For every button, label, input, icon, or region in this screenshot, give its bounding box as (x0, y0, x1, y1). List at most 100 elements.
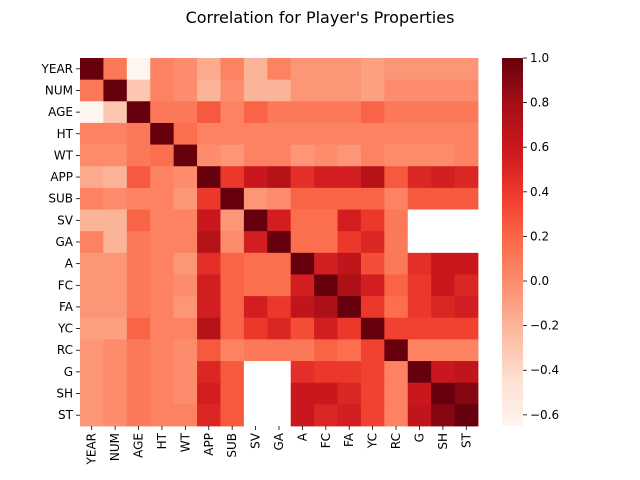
heatmap-cell-g-sh (431, 361, 455, 384)
heatmap-cell-num-wt (173, 79, 198, 102)
heatmap-cell-age-a (290, 101, 315, 124)
heatmap-cell-app-age (126, 166, 151, 189)
heatmap-cell-year-yc (360, 58, 385, 81)
heatmap-cell-wt-g (407, 144, 432, 167)
heatmap-cell-rc-app (197, 339, 221, 362)
heatmap-cell-sh-sv (243, 382, 268, 405)
heatmap-cell-sub-ga (267, 187, 292, 210)
heatmap-cell-ga-app (197, 231, 221, 254)
heatmap-cell-sv-wt (173, 209, 198, 232)
heatmap-cell-ht-app (197, 122, 221, 145)
heatmap-cell-sv-year (80, 209, 104, 232)
heatmap-cell-rc-ht (150, 339, 175, 362)
heatmap-cell-st-g (407, 404, 432, 427)
heatmap-cell-yc-num (103, 317, 128, 340)
heatmap-cell-age-ht (150, 101, 175, 124)
heatmap-cell-ht-wt (173, 122, 198, 145)
heatmap-cell-age-st (454, 101, 479, 124)
heatmap-cell-ht-fa (337, 122, 362, 145)
heatmap-cell-age-num (103, 101, 128, 124)
heatmap-cell-wt-sub (220, 144, 245, 167)
heatmap-cell-wt-wt (173, 144, 198, 167)
heatmap-cells (80, 58, 479, 427)
heatmap-cell-fc-wt (173, 274, 198, 297)
heatmap-cell-year-app (197, 58, 221, 81)
y-tick-label: WT (54, 148, 74, 162)
heatmap-cell-sv-g (407, 209, 432, 232)
heatmap-cell-rc-fc (314, 339, 338, 362)
heatmap-cell-rc-yc (360, 339, 385, 362)
heatmap-cell-rc-sh (431, 339, 455, 362)
heatmap-cell-yc-age (126, 317, 151, 340)
heatmap-cell-sub-a (290, 187, 315, 210)
heatmap-cell-sh-app (197, 382, 221, 405)
heatmap-cell-sub-sub (220, 187, 245, 210)
x-tick-label: WT (178, 432, 192, 452)
heatmap-cell-g-ht (150, 361, 175, 384)
heatmap-cell-a-rc (384, 252, 409, 275)
heatmap-cell-ht-year (80, 122, 104, 145)
x-tick-label: HT (155, 432, 169, 449)
y-tick-label: YEAR (41, 62, 73, 76)
heatmap-cell-sh-sub (220, 382, 245, 405)
heatmap-cell-sh-a (290, 382, 315, 405)
y-tick-label: G (64, 365, 73, 379)
x-tick-label: GA (272, 432, 286, 450)
heatmap-cell-yc-g (407, 317, 432, 340)
heatmap-cell-app-sub (220, 166, 245, 189)
heatmap-cell-sh-g (407, 382, 432, 405)
heatmap-cell-app-st (454, 166, 479, 189)
heatmap-cell-sub-wt (173, 187, 198, 210)
heatmap-cell-fc-a (290, 274, 315, 297)
heatmap-cell-ht-sh (431, 122, 455, 145)
heatmap-cell-wt-rc (384, 144, 409, 167)
x-tick-label: FC (319, 433, 333, 448)
heatmap-cell-age-sh (431, 101, 455, 124)
x-tick-label: FA (342, 432, 356, 447)
heatmap-cell-fc-ht (150, 274, 175, 297)
heatmap-cell-g-fa (337, 361, 362, 384)
heatmap-cell-g-yc (360, 361, 385, 384)
x-tick-label: ST (459, 432, 473, 448)
heatmap-cell-rc-a (290, 339, 315, 362)
heatmap-cell-year-g (407, 58, 432, 81)
heatmap-cell-rc-year (80, 339, 104, 362)
heatmap-cell-num-rc (384, 79, 409, 102)
colorbar-tick-label: −0.6 (530, 408, 559, 422)
y-tick-label: RC (57, 343, 73, 357)
heatmap-cell-wt-num (103, 144, 128, 167)
heatmap-cell-num-yc (360, 79, 385, 102)
heatmap-cell-year-st (454, 58, 479, 81)
heatmap-cell-sub-yc (360, 187, 385, 210)
heatmap-cell-a-sub (220, 252, 245, 275)
heatmap-cell-sub-num (103, 187, 128, 210)
heatmap-cell-wt-fa (337, 144, 362, 167)
heatmap-cell-sv-a (290, 209, 315, 232)
heatmap-cell-year-sh (431, 58, 455, 81)
heatmap-cell-sh-ga (267, 382, 292, 405)
heatmap-cell-a-a (290, 252, 315, 275)
heatmap-cell-age-year (80, 101, 104, 124)
heatmap-cell-ga-sv (243, 231, 268, 254)
heatmap-cell-num-ht (150, 79, 175, 102)
heatmap-cell-age-rc (384, 101, 409, 124)
heatmap-cell-year-rc (384, 58, 409, 81)
heatmap-cell-g-a (290, 361, 315, 384)
x-tick-label: RC (389, 433, 403, 449)
heatmap-cell-rc-num (103, 339, 128, 362)
heatmap-cell-num-st (454, 79, 479, 102)
heatmap-cell-app-fc (314, 166, 338, 189)
heatmap-cell-fc-sv (243, 274, 268, 297)
heatmap-cell-wt-sh (431, 144, 455, 167)
heatmap-cell-g-rc (384, 361, 409, 384)
heatmap-cell-sh-rc (384, 382, 409, 405)
heatmap-cell-a-ga (267, 252, 292, 275)
heatmap-cell-fc-num (103, 274, 128, 297)
heatmap-cell-num-year (80, 79, 104, 102)
heatmap-cell-g-app (197, 361, 221, 384)
y-tick-label: HT (57, 127, 74, 141)
x-tick-label: SV (249, 432, 263, 449)
heatmap-cell-rc-rc (384, 339, 409, 362)
heatmap-cell-sub-year (80, 187, 104, 210)
